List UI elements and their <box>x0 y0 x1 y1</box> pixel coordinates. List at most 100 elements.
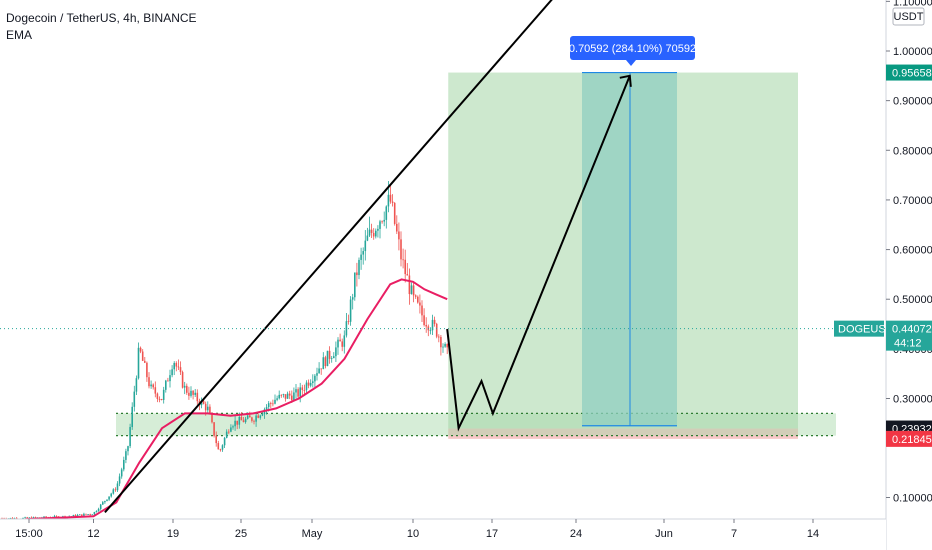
candle-body[interactable] <box>375 230 377 237</box>
support-zone[interactable] <box>116 413 836 436</box>
candles-group[interactable] <box>1 181 448 521</box>
candle-body[interactable] <box>9 517 12 519</box>
candle-body[interactable] <box>425 325 427 327</box>
candle-body[interactable] <box>377 228 379 231</box>
candle-body[interactable] <box>207 406 209 411</box>
candle-body[interactable] <box>274 399 276 404</box>
candle-body[interactable] <box>270 403 272 404</box>
candle-body[interactable] <box>360 254 362 260</box>
candle-body[interactable] <box>152 384 154 388</box>
candle-body[interactable] <box>417 296 419 303</box>
candle-body[interactable] <box>104 500 106 503</box>
candle-body[interactable] <box>213 422 215 436</box>
candle-body[interactable] <box>232 426 234 428</box>
candle-body[interactable] <box>257 415 259 418</box>
candle-body[interactable] <box>188 392 190 396</box>
candle-body[interactable] <box>368 229 371 236</box>
candle-body[interactable] <box>330 358 333 359</box>
candle-body[interactable] <box>351 297 354 300</box>
candle-body[interactable] <box>337 339 339 348</box>
candle-body[interactable] <box>251 417 253 421</box>
candle-body[interactable] <box>162 389 165 400</box>
candle-body[interactable] <box>87 514 89 515</box>
candle-body[interactable] <box>43 516 45 518</box>
candle-body[interactable] <box>45 516 47 518</box>
candle-body[interactable] <box>402 259 404 261</box>
candle-body[interactable] <box>108 496 110 500</box>
candle-body[interactable] <box>146 362 148 378</box>
candle-body[interactable] <box>318 368 320 374</box>
candle-body[interactable] <box>234 420 236 427</box>
candle-body[interactable] <box>156 393 159 399</box>
candle-body[interactable] <box>240 416 243 421</box>
candle-body[interactable] <box>335 347 337 357</box>
candle-body[interactable] <box>215 435 217 444</box>
candle-body[interactable] <box>347 321 350 323</box>
candle-body[interactable] <box>106 499 108 501</box>
candle-body[interactable] <box>339 339 341 342</box>
candle-body[interactable] <box>362 251 364 255</box>
candle-body[interactable] <box>328 350 331 359</box>
candle-body[interactable] <box>309 382 312 386</box>
candle-body[interactable] <box>190 390 192 396</box>
candle-body[interactable] <box>307 382 310 386</box>
candle-body[interactable] <box>389 194 392 202</box>
candle-body[interactable] <box>169 375 171 382</box>
candle-body[interactable] <box>255 415 257 422</box>
candle-body[interactable] <box>53 516 56 518</box>
trend-line[interactable] <box>104 0 560 514</box>
time-axis[interactable]: 15:00 12 19 25 May 10 17 24 Jun 7 14 <box>0 518 886 550</box>
candle-body[interactable] <box>225 431 228 438</box>
candle-body[interactable] <box>181 372 184 388</box>
candle-body[interactable] <box>123 459 125 470</box>
candle-body[interactable] <box>349 299 352 322</box>
candle-body[interactable] <box>282 394 285 395</box>
candle-body[interactable] <box>284 394 287 399</box>
candle-body[interactable] <box>112 489 115 494</box>
candle-body[interactable] <box>297 389 299 397</box>
candle-body[interactable] <box>272 403 274 405</box>
candle-body[interactable] <box>202 400 205 404</box>
candle-body[interactable] <box>116 483 119 491</box>
candle-body[interactable] <box>303 390 306 391</box>
candle-body[interactable] <box>364 240 367 252</box>
measure-tooltip[interactable]: 0.70592 (284.10%) 70592 <box>569 36 696 66</box>
candle-body[interactable] <box>74 515 77 517</box>
candle-body[interactable] <box>173 362 175 370</box>
candle-body[interactable] <box>412 285 415 296</box>
candle-body[interactable] <box>341 341 343 347</box>
candle-body[interactable] <box>93 512 96 515</box>
projection-path[interactable] <box>446 75 631 432</box>
candle-body[interactable] <box>385 206 388 220</box>
candle-body[interactable] <box>114 489 117 491</box>
ema-line[interactable] <box>24 278 448 521</box>
candle-body[interactable] <box>144 360 146 363</box>
candle-body[interactable] <box>236 420 238 425</box>
candle-body[interactable] <box>440 336 442 348</box>
candle-body[interactable] <box>129 426 131 447</box>
candle-body[interactable] <box>299 387 301 397</box>
candle-body[interactable] <box>314 375 316 382</box>
candle-body[interactable] <box>99 504 102 509</box>
candle-body[interactable] <box>177 366 180 368</box>
candle-body[interactable] <box>246 415 249 419</box>
candle-body[interactable] <box>370 229 373 233</box>
candle-body[interactable] <box>242 420 245 423</box>
candle-body[interactable] <box>333 356 335 359</box>
candle-body[interactable] <box>438 336 440 338</box>
candle-body[interactable] <box>148 377 150 387</box>
candle-body[interactable] <box>91 514 94 516</box>
candle-body[interactable] <box>276 398 278 400</box>
candle-body[interactable] <box>312 381 314 383</box>
candle-body[interactable] <box>244 418 247 423</box>
candle-body[interactable] <box>406 274 409 276</box>
candle-body[interactable] <box>228 431 230 433</box>
candle-body[interactable] <box>133 391 136 407</box>
candle-body[interactable] <box>429 330 432 332</box>
candle-body[interactable] <box>379 221 381 229</box>
candle-body[interactable] <box>221 445 224 450</box>
candle-body[interactable] <box>175 362 178 367</box>
candle-body[interactable] <box>431 319 434 331</box>
candle-body[interactable] <box>139 347 142 352</box>
candle-body[interactable] <box>28 517 31 519</box>
